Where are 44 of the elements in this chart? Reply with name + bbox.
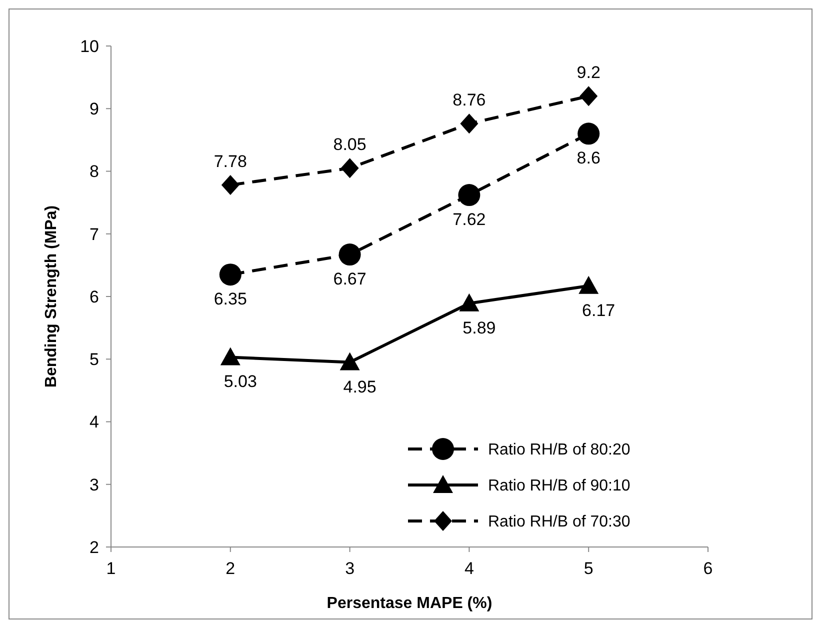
point	[340, 158, 359, 178]
data-label: 8.76	[452, 90, 486, 110]
y-tick-label: 5	[90, 350, 99, 370]
y-axis-title: Bending Strength (MPa)	[43, 205, 60, 388]
data-label: 5.03	[224, 372, 257, 392]
point	[578, 122, 600, 145]
point	[458, 184, 480, 206]
point	[220, 347, 240, 366]
data-label: 6.17	[582, 300, 616, 320]
data-label: 4.95	[343, 377, 376, 396]
data-label: 7.78	[214, 152, 247, 172]
legend-label: Ratio RH/B of 90:10	[488, 478, 630, 495]
point	[219, 264, 242, 286]
point	[340, 352, 360, 370]
y-tick-label: 6	[90, 287, 99, 306]
x-tick-label: 2	[226, 559, 236, 578]
x-tick-label: 1	[106, 559, 116, 578]
x-tick-label: 5	[584, 559, 594, 578]
x-tick-label: 6	[703, 559, 713, 578]
x-tick-label: 4	[464, 559, 474, 578]
legend-label: Ratio RH/B of 80:20	[488, 442, 630, 459]
data-label: 8.05	[333, 135, 366, 154]
y-tick-label: 8	[90, 162, 99, 182]
data-label: 9.2	[576, 63, 600, 82]
y-tick-label: 4	[90, 412, 99, 432]
data-label: 5.89	[462, 318, 496, 338]
y-tick-label: 3	[90, 475, 99, 494]
y-tick-label: 2	[90, 538, 99, 557]
y-tick-label: 7	[90, 224, 99, 244]
y-tick-label: 9	[90, 100, 99, 119]
x-tick-label: 3	[345, 559, 355, 578]
point	[338, 244, 361, 266]
point	[221, 175, 240, 196]
point	[580, 86, 598, 106]
data-label: 6.35	[214, 290, 247, 309]
y-tick-label: 10	[80, 36, 99, 56]
data-label: 6.67	[333, 270, 366, 289]
data-label: 8.6	[576, 148, 600, 168]
point	[460, 114, 478, 134]
x-axis-title: Persentase MAPE (%)	[326, 595, 492, 612]
point	[459, 293, 480, 312]
point	[578, 276, 599, 294]
data-label: 7.62	[452, 210, 486, 230]
legend-label: Ratio RH/B of 70:30	[488, 514, 630, 531]
